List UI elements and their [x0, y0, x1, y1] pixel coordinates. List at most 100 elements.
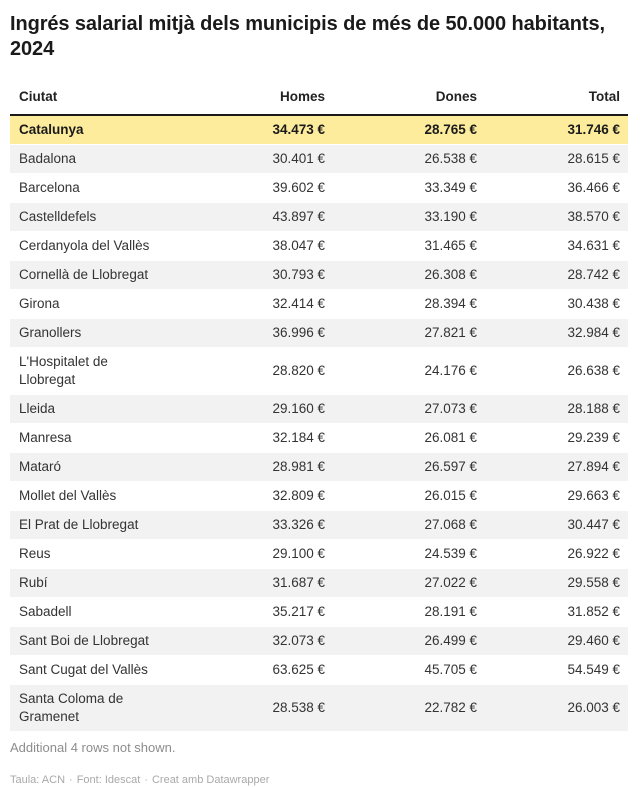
table-row: Barcelona 39.602 € 33.349 € 36.466 €	[10, 174, 628, 203]
dones-value-cell: 24.539 €	[424, 546, 477, 561]
dones-value-cell: 33.349 €	[424, 180, 477, 195]
table-row: Badalona 30.401 € 26.538 € 28.615 €	[10, 144, 628, 174]
dones-value-cell: 26.499 €	[424, 633, 477, 648]
table-row: Reus 29.100 € 24.539 € 26.922 €	[10, 540, 628, 569]
attribution-separator: ·	[69, 774, 73, 786]
city-cell: Reus	[19, 546, 51, 561]
total-value-cell: 30.447 €	[567, 517, 620, 532]
total-value-cell: 27.894 €	[567, 459, 620, 474]
attribution-datawrapper-link[interactable]: Creat amb Datawrapper	[151, 774, 270, 786]
table-row: Cerdanyola del Vallès 38.047 € 31.465 € 34.…	[10, 232, 628, 261]
total-value-cell: 29.460 €	[567, 633, 620, 648]
table-header-row: Ciutat Homes Dones Total	[10, 88, 628, 116]
total-value-cell: 29.663 €	[567, 488, 620, 503]
total-value-cell: 54.549 €	[567, 662, 620, 677]
homes-value-cell: 29.100 €	[272, 546, 325, 561]
homes-value-cell: 36.996 €	[272, 325, 325, 340]
total-value-cell: 31.746 €	[567, 122, 620, 137]
table-row: Santa Coloma de Gramenet 28.538 € 22.782 €…	[10, 684, 628, 732]
salary-table: Ciutat Homes Dones Total Catalunya 34.473…	[10, 88, 628, 732]
city-cell: El Prat de Llobregat	[19, 517, 139, 532]
total-value-cell: 28.742 €	[567, 267, 620, 282]
homes-value-cell: 38.047 €	[272, 238, 325, 253]
dones-value-cell: 45.705 €	[424, 662, 477, 677]
homes-value-cell: 28.820 €	[272, 363, 325, 378]
city-cell: Manresa	[19, 430, 72, 445]
city-cell: Castelldefels	[19, 209, 97, 224]
table-row: Mataró 28.981 € 26.597 € 27.894 €	[10, 452, 628, 482]
homes-value-cell: 31.687 €	[272, 575, 325, 590]
table-row: El Prat de Llobregat 33.326 € 27.068 € 30.4…	[10, 510, 628, 540]
rows-not-shown-note: Additional 4 rows not shown.	[10, 740, 176, 755]
city-cell: Sant Cugat del Vallès	[19, 662, 148, 677]
dones-value-cell: 28.394 €	[424, 296, 477, 311]
table-row: Catalunya 34.473 € 28.765 € 31.746 €	[10, 115, 628, 145]
homes-value-cell: 33.326 €	[272, 517, 325, 532]
city-cell: Mollet del Vallès	[19, 488, 117, 503]
homes-value-cell: 35.217 €	[272, 604, 325, 619]
total-value-cell: 26.003 €	[567, 700, 620, 715]
homes-value-cell: 43.897 €	[272, 209, 325, 224]
table-row: Granollers 36.996 € 27.821 € 32.984 €	[10, 318, 628, 348]
dones-value-cell: 26.538 €	[424, 151, 477, 166]
attribution-line: Taula: ACN · Font: Idescat · Creat amb Dataw…	[10, 773, 628, 787]
table-row: Rubí 31.687 € 27.022 € 29.558 €	[10, 568, 628, 598]
dones-value-cell: 24.176 €	[424, 363, 477, 378]
total-value-cell: 28.188 €	[567, 401, 620, 416]
column-header-homes: Homes	[168, 88, 325, 116]
homes-value-cell: 28.538 €	[272, 700, 325, 715]
homes-value-cell: 30.401 €	[272, 151, 325, 166]
table-row: L'Hospitalet de Llobregat 28.820 € 24.176 …	[10, 348, 628, 395]
table-row: Castelldefels 43.897 € 33.190 € 38.570 €	[10, 202, 628, 232]
total-value-cell: 28.615 €	[567, 151, 620, 166]
column-header-ciutat: Ciutat	[10, 88, 168, 116]
homes-value-cell: 30.793 €	[272, 267, 325, 282]
page-title: Ingrés salarial mitjà dels municipis de …	[10, 13, 605, 60]
dones-value-cell: 26.015 €	[424, 488, 477, 503]
table-row: Mollet del Vallès 32.809 € 26.015 € 29.663 …	[10, 482, 628, 511]
city-cell: Badalona	[19, 151, 77, 166]
total-value-cell: 34.631 €	[567, 238, 620, 253]
column-header-total: Total	[477, 88, 628, 116]
total-value-cell: 30.438 €	[567, 296, 620, 311]
city-cell: Granollers	[19, 325, 82, 340]
dones-value-cell: 27.068 €	[424, 517, 477, 532]
dones-value-cell: 26.081 €	[424, 430, 477, 445]
table-row: Manresa 32.184 € 26.081 € 29.239 €	[10, 424, 628, 453]
dones-value-cell: 33.190 €	[424, 209, 477, 224]
city-cell: Santa Coloma de Gramenet	[19, 691, 124, 724]
table-row: Lleida 29.160 € 27.073 € 28.188 €	[10, 394, 628, 424]
table-row: Cornellà de Llobregat 30.793 € 26.308 € 28.…	[10, 260, 628, 290]
total-value-cell: 31.852 €	[567, 604, 620, 619]
total-value-cell: 26.638 €	[567, 363, 620, 378]
dones-value-cell: 27.073 €	[424, 401, 477, 416]
city-cell: L'Hospitalet de Llobregat	[19, 354, 108, 387]
total-value-cell: 29.558 €	[567, 575, 620, 590]
dones-value-cell: 26.597 €	[424, 459, 477, 474]
homes-value-cell: 39.602 €	[272, 180, 325, 195]
table-row: Sant Cugat del Vallès 63.625 € 45.705 € 54.…	[10, 656, 628, 685]
table-row: Sant Boi de Llobregat 32.073 € 26.499 € 29.…	[10, 626, 628, 656]
table-body: Catalunya 34.473 € 28.765 € 31.746 € Badalon…	[10, 115, 628, 732]
dones-value-cell: 26.308 €	[424, 267, 477, 282]
city-cell: Sant Boi de Llobregat	[19, 633, 149, 648]
dones-value-cell: 28.765 €	[424, 122, 477, 137]
city-cell: Rubí	[19, 575, 48, 590]
attribution-font: Font: Idescat	[76, 774, 141, 786]
total-value-cell: 36.466 €	[567, 180, 620, 195]
homes-value-cell: 32.809 €	[272, 488, 325, 503]
dones-value-cell: 28.191 €	[424, 604, 477, 619]
total-value-cell: 32.984 €	[567, 325, 620, 340]
attribution-taula: Taula: ACN	[10, 774, 66, 786]
total-value-cell: 38.570 €	[567, 209, 620, 224]
table-row: Sabadell 35.217 € 28.191 € 31.852 €	[10, 598, 628, 627]
homes-value-cell: 34.473 €	[272, 122, 325, 137]
homes-value-cell: 29.160 €	[272, 401, 325, 416]
city-cell: Sabadell	[19, 604, 72, 619]
city-cell: Lleida	[19, 401, 56, 416]
table-row: Girona 32.414 € 28.394 € 30.438 €	[10, 290, 628, 319]
dones-value-cell: 27.022 €	[424, 575, 477, 590]
dones-value-cell: 31.465 €	[424, 238, 477, 253]
city-cell: Girona	[19, 296, 60, 311]
